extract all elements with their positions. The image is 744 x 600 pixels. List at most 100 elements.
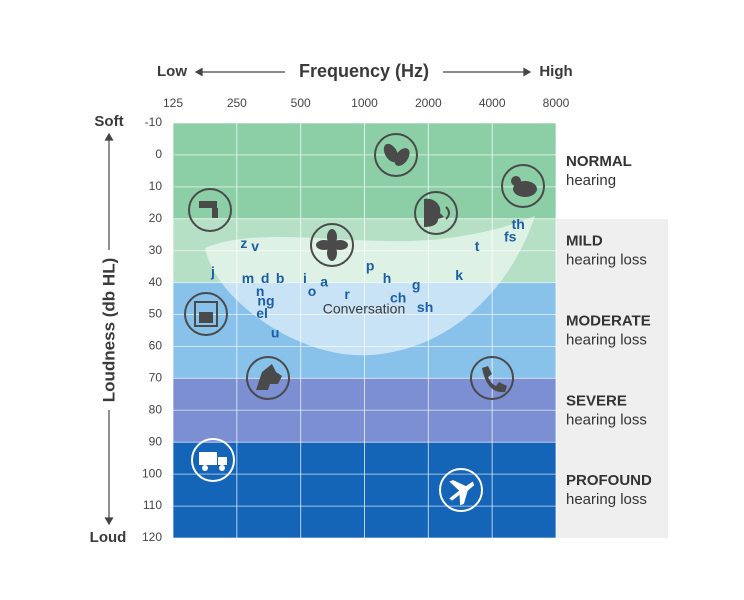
- icon-shape: [219, 465, 225, 471]
- icon-shape: [199, 452, 217, 465]
- x-tick-label: 1000: [351, 96, 378, 110]
- y-axis-title: Loudness (db HL): [99, 258, 118, 402]
- icon-ring: [188, 188, 232, 232]
- x-high-label: High: [539, 63, 572, 80]
- x-tick-label: 250: [227, 96, 247, 110]
- icon-shape: [218, 457, 227, 465]
- band-sublabel: hearing loss: [566, 252, 647, 269]
- icon: [374, 133, 418, 177]
- y-tick-label: 80: [149, 402, 163, 416]
- speech-sound: j: [210, 264, 215, 280]
- icon-ring: [414, 191, 458, 235]
- y-tick-label: 30: [149, 243, 163, 257]
- speech-sound: sh: [417, 299, 433, 315]
- speech-sound: d: [261, 270, 270, 286]
- icon-shape: [212, 208, 218, 218]
- speech-sound: v: [251, 238, 259, 254]
- band-label: MODERATE: [566, 312, 651, 329]
- icons: [184, 133, 545, 512]
- icon-shape: [394, 148, 410, 166]
- band-sublabel: hearing loss: [566, 411, 647, 428]
- icon: [470, 356, 514, 400]
- icon-shape: [194, 301, 218, 327]
- icon-shape: [256, 364, 282, 390]
- icon-ring: [184, 292, 228, 336]
- speech-sound: b: [276, 270, 285, 286]
- speech-sound: fs: [504, 229, 517, 245]
- band-sublabel: hearing loss: [566, 331, 647, 348]
- icon: [184, 292, 228, 336]
- icon-shape: [482, 366, 507, 393]
- speech-sound: n: [256, 283, 265, 299]
- icon: [501, 164, 545, 208]
- icon-shape: [424, 198, 444, 227]
- icon-ring: [310, 223, 354, 267]
- speech-sound: ng: [257, 292, 274, 308]
- icon: [246, 356, 290, 400]
- x-tick-label: 8000: [543, 96, 570, 110]
- band-label: MILD: [566, 233, 603, 250]
- speech-area-label: Conversation: [323, 301, 406, 317]
- icon-ring: [374, 133, 418, 177]
- speech-sound: k: [455, 267, 463, 283]
- speech-sound: a: [320, 273, 328, 289]
- speech-sound: i: [303, 270, 307, 286]
- icon-ring: [501, 164, 545, 208]
- y-tick-label: 100: [142, 466, 162, 480]
- axis-arrows: [104, 67, 532, 526]
- y-tick-label: 90: [149, 434, 163, 448]
- icon-shape: [511, 176, 521, 186]
- icon: [439, 468, 483, 512]
- y-tick-label: 120: [142, 530, 162, 544]
- band-label: NORMAL: [566, 153, 632, 170]
- y-tick-label: 40: [149, 275, 163, 289]
- icon-ring: [246, 356, 290, 400]
- icon-ring: [439, 468, 483, 512]
- x-tick-label: 4000: [479, 96, 506, 110]
- speech-sound: h: [383, 270, 392, 286]
- speech-sound: th: [512, 216, 525, 232]
- y-tick-label: 110: [143, 498, 162, 512]
- icon-shape: [316, 240, 332, 250]
- icon: [414, 191, 458, 235]
- speech-sound: r: [344, 286, 350, 302]
- y-tick-label: 0: [155, 147, 162, 161]
- x-low-label: Low: [157, 63, 187, 80]
- band-sublabel: hearing loss: [566, 491, 647, 508]
- speech-sound: z: [240, 235, 247, 251]
- speech-sound: t: [475, 238, 480, 254]
- band-label: PROFOUND: [566, 472, 652, 489]
- x-tick-label: 125: [163, 96, 183, 110]
- icon-shape: [202, 465, 208, 471]
- icon-shape: [327, 245, 337, 261]
- icon-ring: [191, 438, 235, 482]
- icon-shape: [383, 143, 399, 163]
- icon-shape: [332, 240, 348, 250]
- speech-sound: u: [271, 324, 280, 340]
- icon-shape: [199, 201, 217, 208]
- x-tick-label: 2000: [415, 96, 442, 110]
- speech-sound: m: [242, 270, 254, 286]
- icon: [191, 438, 235, 482]
- y-tick-label: 70: [149, 371, 163, 385]
- icon: [188, 188, 232, 232]
- band-label: SEVERE: [566, 392, 627, 409]
- x-tick-label: 500: [291, 96, 311, 110]
- icon-shape: [445, 206, 450, 220]
- y-tick-label: 50: [149, 307, 163, 321]
- speech-sound: p: [366, 257, 375, 273]
- y-tick-label: -10: [145, 115, 163, 129]
- speech-sound: ch: [390, 289, 406, 305]
- loss-panel: [556, 219, 668, 538]
- band-sublabel: hearing: [566, 172, 616, 189]
- y-bottom-label: Loud: [90, 529, 127, 546]
- y-top-label: Soft: [94, 113, 123, 130]
- icon: [310, 223, 354, 267]
- y-tick-label: 10: [149, 179, 163, 193]
- icon-ring: [470, 356, 514, 400]
- x-axis-title: Frequency (Hz): [299, 61, 429, 81]
- speech-sound: el: [256, 305, 268, 321]
- speech-sound: o: [308, 283, 317, 299]
